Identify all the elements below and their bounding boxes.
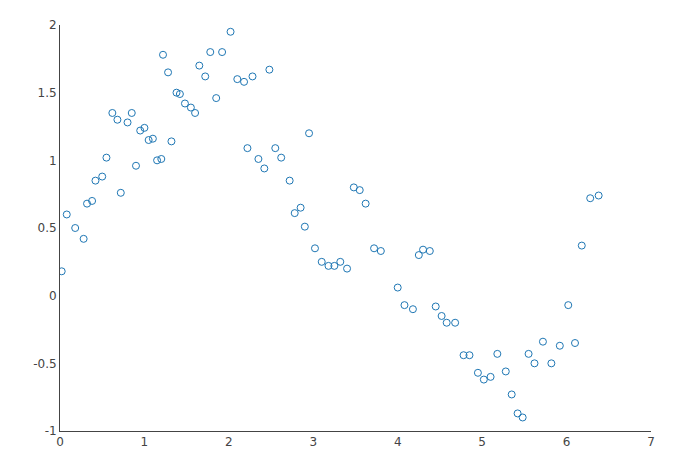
svg-text:5: 5	[478, 435, 486, 449]
svg-text:1: 1	[49, 154, 57, 168]
svg-text:-1: -1	[45, 424, 57, 438]
svg-text:7: 7	[647, 435, 655, 449]
svg-text:3: 3	[309, 435, 317, 449]
svg-text:2: 2	[49, 18, 57, 32]
svg-text:-0.5: -0.5	[33, 357, 56, 371]
svg-text:0.5: 0.5	[38, 221, 57, 235]
svg-text:1.5: 1.5	[38, 86, 57, 100]
svg-text:1: 1	[141, 435, 149, 449]
svg-text:6: 6	[563, 435, 571, 449]
svg-text:4: 4	[394, 435, 402, 449]
svg-text:2: 2	[225, 435, 233, 449]
svg-text:0: 0	[56, 435, 64, 449]
svg-text:0: 0	[49, 289, 57, 303]
